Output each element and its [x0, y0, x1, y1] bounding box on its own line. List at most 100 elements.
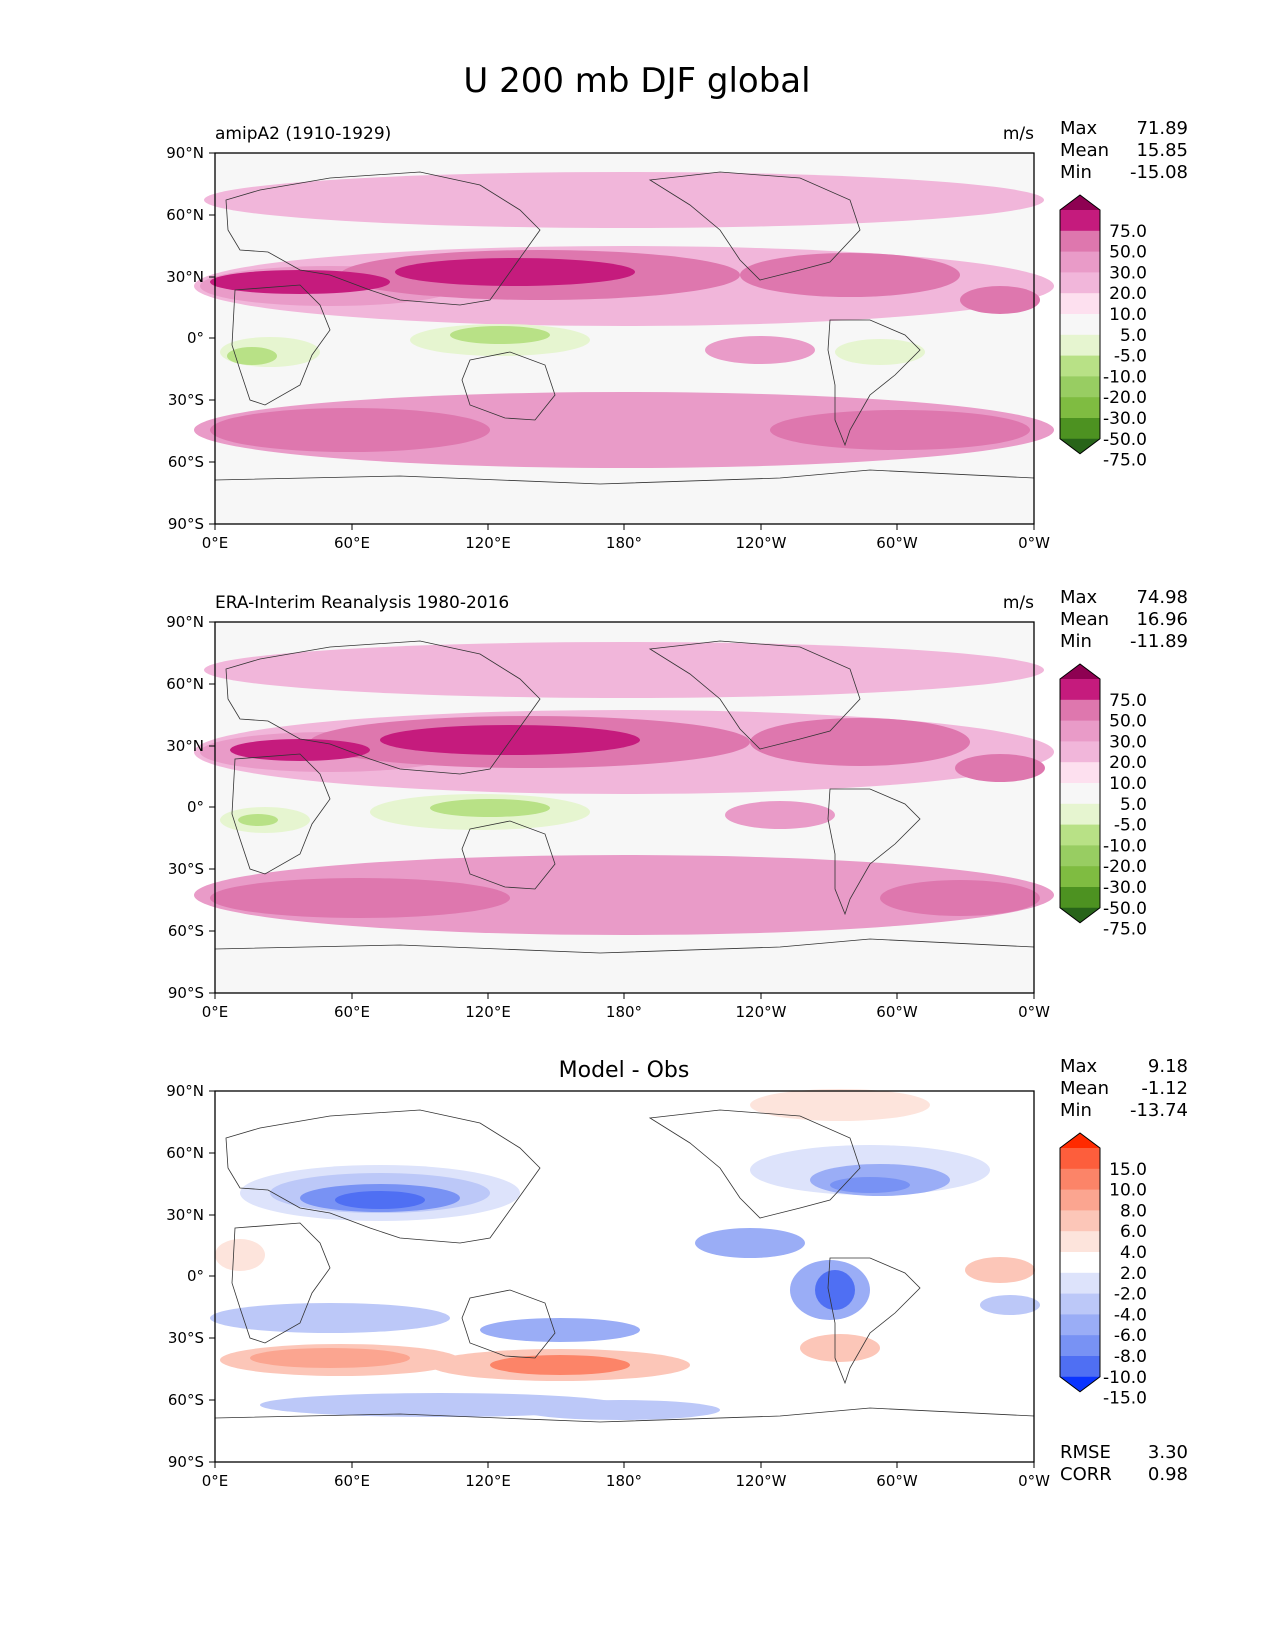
error-stats: RMSE 3.30 CORR 0.98 — [1060, 1442, 1188, 1485]
stat-min-value: -13.74 — [1130, 1100, 1188, 1121]
field-band — [204, 642, 1044, 698]
field-band — [520, 1400, 720, 1420]
stat-max-value: 9.18 — [1148, 1056, 1188, 1077]
colorbar-segment — [1060, 845, 1100, 867]
colorbar-segment — [1060, 866, 1100, 888]
colorbar-segment — [1060, 334, 1100, 357]
colorbar-label: -20.0 — [1103, 388, 1147, 408]
colorbar-segment — [1060, 1168, 1100, 1191]
lat-label: 30°S — [168, 391, 204, 409]
stat-max-label: Max — [1060, 118, 1098, 139]
stat-mean-value: 16.96 — [1136, 609, 1188, 630]
units-label: m/s — [1003, 124, 1034, 144]
lat-label: 30°N — [166, 1206, 204, 1224]
stat-min-label: Min — [1060, 1100, 1092, 1121]
colorbar-label: -15.0 — [1103, 1389, 1147, 1409]
stat-mean-label: Mean — [1060, 140, 1109, 161]
colorbar-extend-min — [1060, 907, 1100, 923]
colorbar-segment — [1060, 1189, 1100, 1211]
lon-label: 120°W — [736, 1003, 787, 1021]
lon-label: 60°E — [334, 1003, 370, 1021]
lat-ticks — [209, 152, 215, 525]
field-band — [770, 410, 1030, 450]
lon-label: 120°E — [465, 1472, 511, 1490]
lat-ticks — [209, 1090, 215, 1463]
field-band — [835, 339, 925, 365]
colorbar-segment — [1060, 1272, 1100, 1295]
colorbar-segment — [1060, 762, 1100, 784]
map-field — [194, 172, 1054, 468]
field-band — [395, 258, 635, 286]
colorbar-segment — [1060, 1335, 1100, 1357]
colorbar-segment — [1060, 803, 1100, 826]
lat-label: 90°S — [168, 984, 204, 1002]
colorbar-extend-min — [1060, 1376, 1100, 1392]
colorbar-segment — [1060, 1252, 1100, 1274]
colorbar-label: 75.0 — [1109, 222, 1147, 242]
field-band — [960, 286, 1040, 314]
rmse-value: 3.30 — [1148, 1442, 1188, 1463]
colorbar-extend-min — [1060, 438, 1100, 454]
field-band — [955, 754, 1045, 782]
colorbar-segment — [1060, 293, 1100, 315]
field-band — [210, 408, 490, 452]
colorbar-label: 5.0 — [1120, 326, 1147, 346]
lon-label: 180° — [606, 534, 642, 552]
panel-model: 90°N 60°N 30°N 0° 30°S 60°S 90°S 0°E 60°… — [166, 118, 1188, 552]
field-band — [480, 1318, 640, 1342]
colorbar-segment — [1060, 314, 1100, 336]
lat-label: 60°S — [168, 922, 204, 940]
colorbar-extend-max — [1060, 664, 1100, 679]
colorbar-label: -75.0 — [1103, 920, 1147, 940]
coastlines — [214, 1109, 1035, 1423]
lon-label: 60°W — [876, 1472, 918, 1490]
field-band — [210, 878, 510, 918]
lon-tick-labels: 0°E 60°E 120°E 180° 120°W 60°W 0°W — [202, 1472, 1050, 1490]
colorbar-label: 2.0 — [1120, 1264, 1147, 1284]
colorbar-segment — [1060, 679, 1100, 701]
colorbar: 75.050.030.020.010.05.0-5.0-10.0-20.0-30… — [1059, 663, 1147, 940]
lon-label: 0°E — [202, 1003, 229, 1021]
lon-label: 60°W — [876, 534, 918, 552]
stat-max-value: 74.98 — [1136, 587, 1188, 608]
colorbar-segment — [1060, 720, 1100, 742]
field-band — [695, 1228, 805, 1258]
stat-min-value: -11.89 — [1130, 631, 1188, 652]
colorbar-label: -30.0 — [1103, 409, 1147, 429]
lon-label: 0°W — [1018, 534, 1050, 552]
stat-max-label: Max — [1060, 1056, 1098, 1077]
lat-label: 90°S — [168, 515, 204, 533]
coastlines — [214, 171, 1035, 485]
colorbar-segment — [1060, 699, 1100, 722]
colorbar-segment — [1060, 251, 1100, 273]
panel-diff: 90°N 60°N 30°N 0° 30°S 60°S 90°S 0°E 60°… — [166, 1056, 1188, 1490]
colorbar-segment — [1060, 272, 1100, 294]
colorbar-label: -5.0 — [1114, 816, 1147, 836]
colorbar-label: 10.0 — [1109, 305, 1147, 325]
lon-tick-labels: 0°E 60°E 120°E 180° 120°W 60°W 0°W — [202, 534, 1050, 552]
coastlines — [214, 640, 1035, 954]
colorbar-label: 30.0 — [1109, 263, 1147, 283]
lon-ticks — [214, 993, 1035, 999]
colorbar: 15.010.08.06.04.02.0-2.0-4.0-6.0-8.0-10.… — [1059, 1132, 1147, 1409]
field-band — [430, 799, 550, 817]
colorbar-label: 10.0 — [1109, 774, 1147, 794]
lat-tick-labels: 90°N 60°N 30°N 0° 30°S 60°S 90°S — [166, 144, 204, 533]
colorbar-label: -10.0 — [1103, 367, 1147, 387]
lat-label: 60°N — [166, 206, 204, 224]
colorbar-label: 30.0 — [1109, 732, 1147, 752]
rmse-label: RMSE — [1060, 1442, 1111, 1463]
colorbar-label: -75.0 — [1103, 451, 1147, 471]
lon-label: 0°E — [202, 534, 229, 552]
field-band — [830, 1177, 910, 1193]
field-band — [380, 725, 640, 755]
field-band — [230, 739, 370, 761]
corr-value: 0.98 — [1148, 1464, 1188, 1485]
colorbar-label: 50.0 — [1109, 712, 1147, 732]
panel-left-title: amipA2 (1910-1929) — [215, 124, 391, 144]
stat-max-value: 71.89 — [1136, 118, 1188, 139]
colorbar-label: 10.0 — [1109, 1181, 1147, 1201]
colorbar-label: 5.0 — [1120, 795, 1147, 815]
colorbar-segment — [1060, 824, 1100, 846]
colorbar-segment — [1060, 1231, 1100, 1253]
